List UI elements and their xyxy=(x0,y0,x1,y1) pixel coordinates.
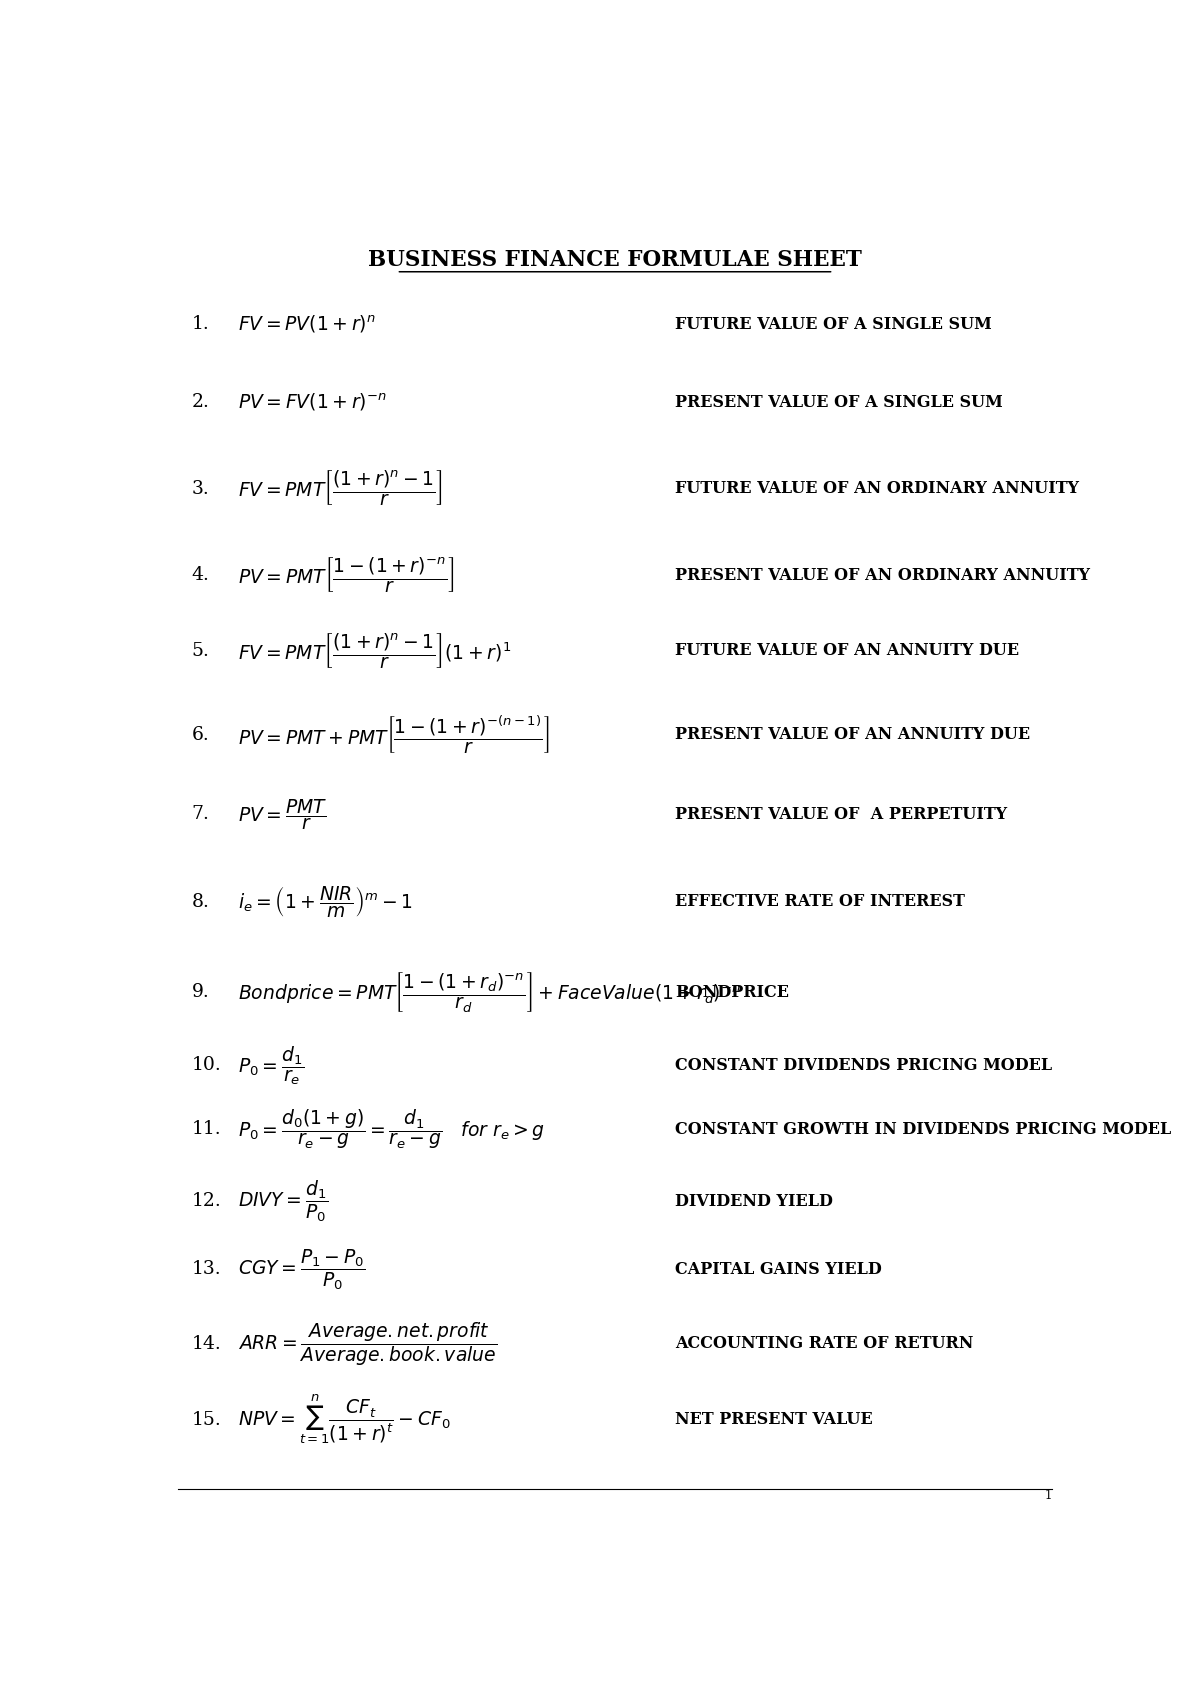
Text: 8.: 8. xyxy=(192,893,210,910)
Text: $FV = PMT\left[\dfrac{(1+r)^{n}-1}{r}\right](1+r)^{1}$: $FV = PMT\left[\dfrac{(1+r)^{n}-1}{r}\ri… xyxy=(239,632,511,671)
Text: 1.: 1. xyxy=(192,316,210,333)
Text: 10.: 10. xyxy=(192,1056,222,1075)
Text: $PV = FV(1+r)^{-n}$: $PV = FV(1+r)^{-n}$ xyxy=(239,392,388,413)
Text: 14.: 14. xyxy=(192,1335,222,1353)
Text: $FV = PMT\left[\dfrac{(1+r)^{n}-1}{r}\right]$: $FV = PMT\left[\dfrac{(1+r)^{n}-1}{r}\ri… xyxy=(239,469,443,508)
Text: $P_0 = \dfrac{d_1}{r_e}$: $P_0 = \dfrac{d_1}{r_e}$ xyxy=(239,1044,305,1087)
Text: FUTURE VALUE OF AN ANNUITY DUE: FUTURE VALUE OF AN ANNUITY DUE xyxy=(676,642,1020,659)
Text: EFFECTIVE RATE OF INTEREST: EFFECTIVE RATE OF INTEREST xyxy=(676,893,965,910)
Text: PRESENT VALUE OF AN ANNUITY DUE: PRESENT VALUE OF AN ANNUITY DUE xyxy=(676,727,1031,744)
Text: $PV = PMT + PMT\left[\dfrac{1-(1+r)^{-(n-1)}}{r}\right]$: $PV = PMT + PMT\left[\dfrac{1-(1+r)^{-(n… xyxy=(239,713,550,756)
Text: $DIVY = \dfrac{d_1}{P_0}$: $DIVY = \dfrac{d_1}{P_0}$ xyxy=(239,1178,329,1224)
Text: $PV = PMT\left[\dfrac{1-(1+r)^{-n}}{r}\right]$: $PV = PMT\left[\dfrac{1-(1+r)^{-n}}{r}\r… xyxy=(239,555,455,594)
Text: NET PRESENT VALUE: NET PRESENT VALUE xyxy=(676,1411,874,1428)
Text: DIVIDEND YIELD: DIVIDEND YIELD xyxy=(676,1194,833,1211)
Text: $Bondprice = PMT\left[\dfrac{1-(1+r_d)^{-n}}{r_d}\right] + FaceValue(1+r_d)^{-n}: $Bondprice = PMT\left[\dfrac{1-(1+r_d)^{… xyxy=(239,970,742,1014)
Text: 11.: 11. xyxy=(192,1121,222,1138)
Text: ACCOUNTING RATE OF RETURN: ACCOUNTING RATE OF RETURN xyxy=(676,1335,974,1352)
Text: 5.: 5. xyxy=(192,642,210,661)
Text: FUTURE VALUE OF A SINGLE SUM: FUTURE VALUE OF A SINGLE SUM xyxy=(676,316,992,333)
Text: 6.: 6. xyxy=(192,725,210,744)
Text: $CGY = \dfrac{P_1 - P_0}{P_0}$: $CGY = \dfrac{P_1 - P_0}{P_0}$ xyxy=(239,1246,366,1292)
Text: CONSTANT GROWTH IN DIVIDENDS PRICING MODEL: CONSTANT GROWTH IN DIVIDENDS PRICING MOD… xyxy=(676,1121,1171,1138)
Text: 1: 1 xyxy=(1045,1489,1052,1503)
Text: PRESENT VALUE OF AN ORDINARY ANNUITY: PRESENT VALUE OF AN ORDINARY ANNUITY xyxy=(676,567,1091,584)
Text: BUSINESS FINANCE FORMULAE SHEET: BUSINESS FINANCE FORMULAE SHEET xyxy=(368,250,862,272)
Text: 3.: 3. xyxy=(192,481,210,498)
Text: 15.: 15. xyxy=(192,1411,222,1428)
Text: 13.: 13. xyxy=(192,1260,222,1279)
Text: $ARR = \dfrac{Average.net.profit}{Average.book.value}$: $ARR = \dfrac{Average.net.profit}{Averag… xyxy=(239,1319,498,1369)
Text: $P_0 = \dfrac{d_0(1+g)}{r_e - g} = \dfrac{d_1}{r_e - g} \quad for\ r_e > g$: $P_0 = \dfrac{d_0(1+g)}{r_e - g} = \dfra… xyxy=(239,1107,546,1151)
Text: 4.: 4. xyxy=(192,565,210,584)
Text: $NPV = \sum_{t=1}^{n} \dfrac{CF_t}{(1+r)^t} - CF_0$: $NPV = \sum_{t=1}^{n} \dfrac{CF_t}{(1+r)… xyxy=(239,1392,451,1447)
Text: CAPITAL GAINS YIELD: CAPITAL GAINS YIELD xyxy=(676,1262,882,1279)
Text: CONSTANT DIVIDENDS PRICING MODEL: CONSTANT DIVIDENDS PRICING MODEL xyxy=(676,1056,1052,1073)
Text: PRESENT VALUE OF  A PERPETUITY: PRESENT VALUE OF A PERPETUITY xyxy=(676,807,1008,824)
Text: FUTURE VALUE OF AN ORDINARY ANNUITY: FUTURE VALUE OF AN ORDINARY ANNUITY xyxy=(676,481,1080,498)
Text: 9.: 9. xyxy=(192,983,210,1002)
Text: PRESENT VALUE OF A SINGLE SUM: PRESENT VALUE OF A SINGLE SUM xyxy=(676,394,1003,411)
Text: $i_e = \left(1+\dfrac{NIR}{m}\right)^{m} - 1$: $i_e = \left(1+\dfrac{NIR}{m}\right)^{m}… xyxy=(239,885,413,919)
Text: $FV = PV(1+r)^{n}$: $FV = PV(1+r)^{n}$ xyxy=(239,314,376,335)
Text: $PV = \dfrac{PMT}{r}$: $PV = \dfrac{PMT}{r}$ xyxy=(239,796,328,832)
Text: 12.: 12. xyxy=(192,1192,222,1211)
Text: 7.: 7. xyxy=(192,805,210,824)
Text: BONDPRICE: BONDPRICE xyxy=(676,983,790,1000)
Text: 2.: 2. xyxy=(192,394,210,411)
